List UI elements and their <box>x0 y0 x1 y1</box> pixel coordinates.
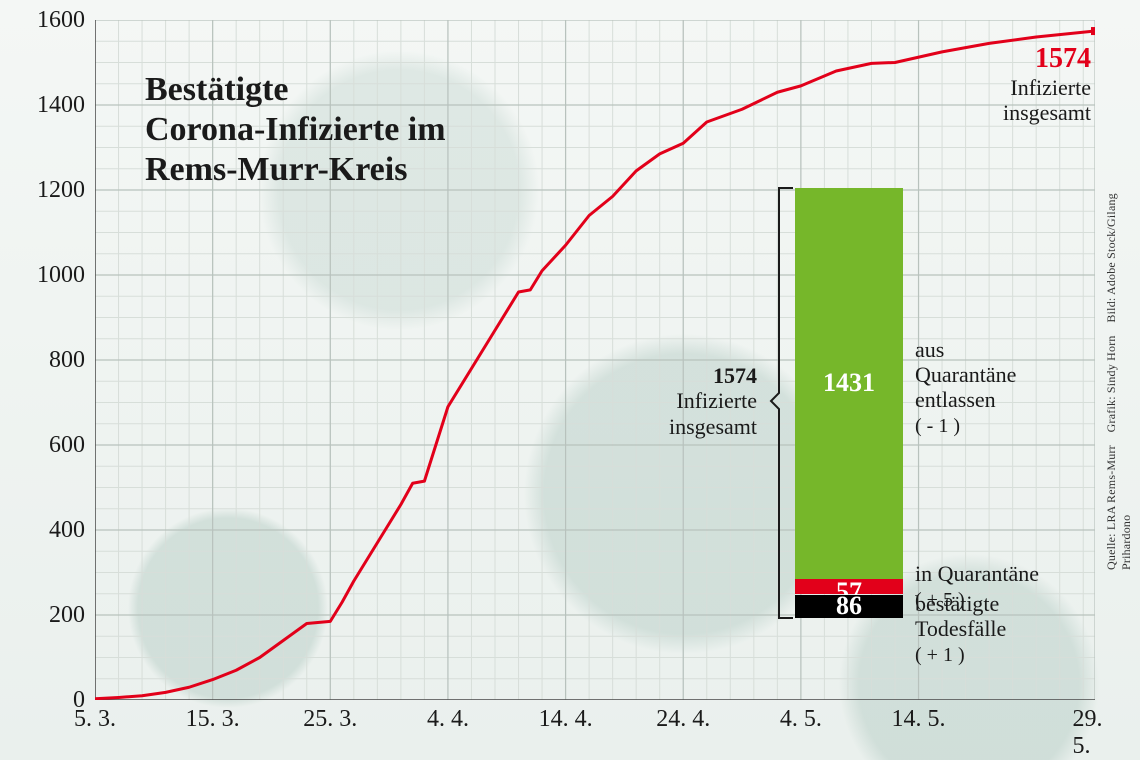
y-tick-label: 1400 <box>37 92 85 119</box>
stack-value-released: 1431 <box>795 368 903 398</box>
x-tick-label: 14. 4. <box>539 706 593 733</box>
y-tick-label: 400 <box>49 517 85 544</box>
x-tick-label: 4. 5. <box>780 706 822 733</box>
chart-canvas: Bestätigte Corona-Infizierte im Rems-Mur… <box>0 0 1140 760</box>
y-tick-label: 200 <box>49 602 85 629</box>
x-tick-label: 15. 3. <box>186 706 240 733</box>
y-tick-label: 1000 <box>37 262 85 289</box>
y-tick-label: 800 <box>49 347 85 374</box>
series-end-value: 1574 <box>1035 43 1091 75</box>
x-tick-label: 25. 3. <box>303 706 357 733</box>
credits-vertical: Quelle: LRA Rems-Murr Grafik: Sindy Horn… <box>1104 190 1134 570</box>
x-tick-label: 24. 4. <box>656 706 710 733</box>
stack-bracket <box>765 186 795 620</box>
x-tick-label: 5. 3. <box>74 706 116 733</box>
end-marker <box>1091 27 1095 35</box>
stack-label-released: ausQuarantäneentlassen( - 1 ) <box>915 337 1016 439</box>
y-tick-label: 1200 <box>37 177 85 204</box>
credit-graphic: Grafik: Sindy Horn <box>1104 335 1118 432</box>
stacked-breakdown-bar: 14315786 <box>795 188 903 618</box>
x-tick-label: 4. 4. <box>427 706 469 733</box>
y-tick-label: 600 <box>49 432 85 459</box>
stack-value-deaths: 86 <box>795 591 903 621</box>
stack-label-deaths: bestätigteTodesfälle( + 1 ) <box>915 591 1006 668</box>
x-tick-label: 29. 5. <box>1073 706 1118 760</box>
credit-source: Quelle: LRA Rems-Murr <box>1104 445 1118 570</box>
x-tick-label: 14. 5. <box>892 706 946 733</box>
chart-title: Bestätigte Corona-Infizierte im Rems-Mur… <box>145 70 446 190</box>
series-end-label: Infizierte insgesamt <box>1003 75 1091 126</box>
y-tick-label: 1600 <box>37 7 85 34</box>
stacked-bar-total-label: 1574Infizierteinsgesamt <box>669 363 757 439</box>
